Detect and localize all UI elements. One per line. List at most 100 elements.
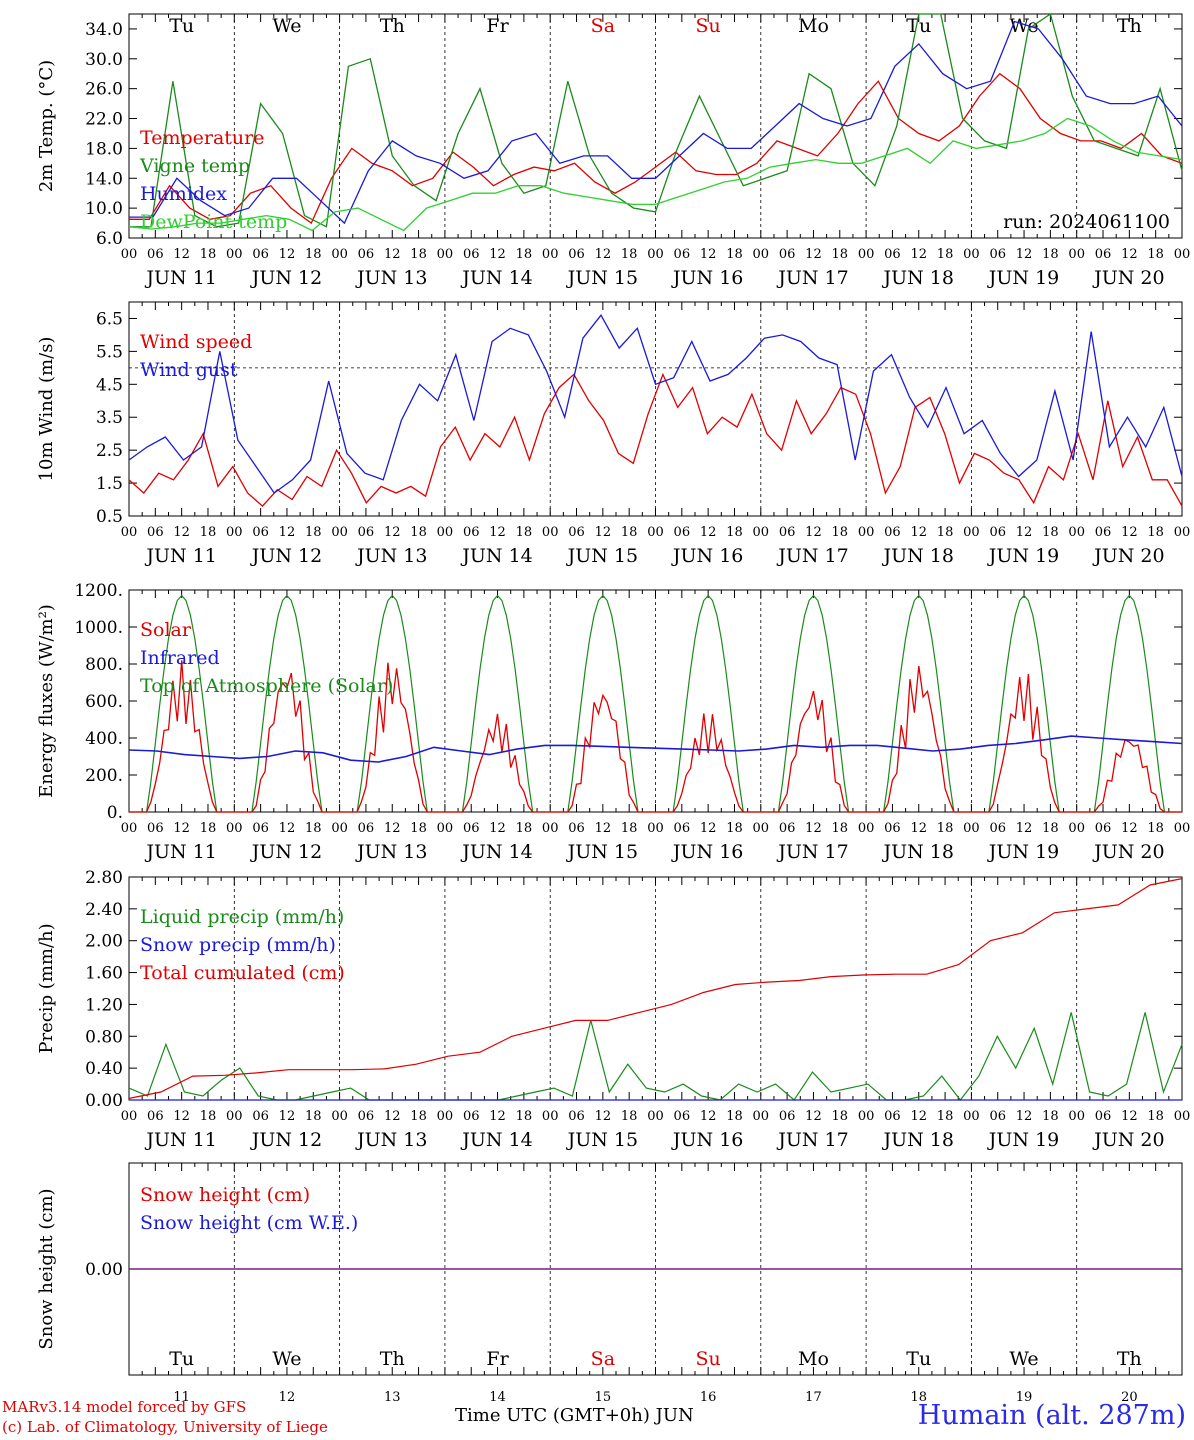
y-tick-label: 0.40 bbox=[85, 1059, 123, 1079]
hour-tick-label: 12 bbox=[279, 247, 296, 262]
hour-tick-label: 18 bbox=[726, 1109, 743, 1124]
hour-tick-label: 06 bbox=[358, 821, 375, 836]
weekday-label: We bbox=[272, 15, 301, 37]
hour-tick-label: 00 bbox=[121, 247, 138, 262]
x-axis-title: Time UTC (GMT+0h) JUN bbox=[455, 1405, 694, 1426]
hour-tick-label: 00 bbox=[437, 821, 454, 836]
hour-tick-label: 06 bbox=[1095, 821, 1112, 836]
date-label: JUN 14 bbox=[460, 267, 532, 289]
hour-tick-label: 06 bbox=[463, 247, 480, 262]
hour-tick-label: 00 bbox=[331, 1109, 348, 1124]
weekday-label: Tu bbox=[906, 1348, 931, 1370]
weekday-label: Mo bbox=[798, 1348, 829, 1370]
y-tick-label: 1000. bbox=[74, 618, 123, 638]
hour-tick-label: 00 bbox=[542, 1109, 559, 1124]
weekday-label: Sa bbox=[591, 1348, 615, 1370]
y-tick-label: 26.0 bbox=[85, 80, 123, 100]
day-number-label: 15 bbox=[595, 1390, 612, 1405]
date-label: JUN 14 bbox=[460, 545, 532, 567]
hour-tick-label: 12 bbox=[173, 1109, 190, 1124]
hour-tick-label: 12 bbox=[1121, 1109, 1138, 1124]
day-number-label: 19 bbox=[1016, 1390, 1033, 1405]
hour-tick-label: 12 bbox=[384, 525, 401, 540]
weekday-label: We bbox=[272, 1348, 301, 1370]
legend-entry: Vigne temp bbox=[139, 155, 250, 177]
day-number-label: 17 bbox=[805, 1390, 822, 1405]
date-label: JUN 19 bbox=[987, 267, 1059, 289]
series-line bbox=[129, 660, 1182, 813]
hour-tick-label: 00 bbox=[858, 1109, 875, 1124]
y-axis-label: Precip (mm/h) bbox=[36, 923, 57, 1053]
date-label: JUN 18 bbox=[882, 545, 954, 567]
date-label: JUN 15 bbox=[566, 267, 638, 289]
y-tick-label: 6.5 bbox=[96, 309, 123, 329]
hour-tick-label: 12 bbox=[595, 525, 612, 540]
hour-tick-label: 18 bbox=[200, 1109, 217, 1124]
hour-tick-label: 12 bbox=[1121, 247, 1138, 262]
hour-tick-label: 12 bbox=[595, 247, 612, 262]
date-label: JUN 17 bbox=[776, 1129, 848, 1151]
date-label: JUN 11 bbox=[144, 841, 216, 863]
date-label: JUN 19 bbox=[987, 841, 1059, 863]
weekday-label: Tu bbox=[169, 15, 194, 37]
weekday-label: We bbox=[1009, 15, 1038, 37]
hour-tick-label: 18 bbox=[621, 821, 638, 836]
hour-tick-label: 00 bbox=[437, 1109, 454, 1124]
date-label: JUN 19 bbox=[987, 545, 1059, 567]
series-line bbox=[128, 735, 1183, 763]
date-label: JUN 13 bbox=[355, 545, 427, 567]
hour-tick-label: 18 bbox=[305, 247, 322, 262]
hour-tick-label: 12 bbox=[1121, 525, 1138, 540]
date-label: JUN 16 bbox=[671, 267, 743, 289]
legend-entry: Snow precip (mm/h) bbox=[140, 934, 336, 956]
hour-tick-label: 18 bbox=[832, 525, 849, 540]
hour-tick-label: 06 bbox=[989, 525, 1006, 540]
hour-tick-label: 00 bbox=[331, 525, 348, 540]
hour-tick-label: 18 bbox=[726, 821, 743, 836]
hour-tick-label: 12 bbox=[910, 247, 927, 262]
hour-tick-label: 06 bbox=[568, 247, 585, 262]
hour-tick-label: 18 bbox=[726, 247, 743, 262]
model-credit: MARv3.14 model forced by GFS bbox=[2, 1398, 247, 1416]
hour-tick-label: 18 bbox=[621, 525, 638, 540]
hour-tick-label: 06 bbox=[884, 247, 901, 262]
y-tick-label: 200. bbox=[85, 766, 123, 786]
y-tick-label: 6.0 bbox=[96, 229, 123, 249]
date-label: JUN 16 bbox=[671, 841, 743, 863]
hour-tick-label: 00 bbox=[647, 247, 664, 262]
hour-tick-label: 06 bbox=[358, 1109, 375, 1124]
date-label: JUN 18 bbox=[882, 1129, 954, 1151]
hour-tick-label: 12 bbox=[805, 247, 822, 262]
weekday-label: Tu bbox=[169, 1348, 194, 1370]
hour-tick-label: 12 bbox=[489, 525, 506, 540]
hour-tick-label: 06 bbox=[884, 525, 901, 540]
hour-tick-label: 18 bbox=[1147, 247, 1164, 262]
hour-tick-label: 00 bbox=[121, 821, 138, 836]
date-label: JUN 12 bbox=[250, 545, 322, 567]
hour-tick-label: 12 bbox=[1016, 525, 1033, 540]
hour-tick-label: 12 bbox=[173, 247, 190, 262]
hour-tick-label: 00 bbox=[121, 1109, 138, 1124]
weekday-label: Mo bbox=[798, 15, 829, 37]
date-label: JUN 15 bbox=[566, 841, 638, 863]
hour-tick-label: 18 bbox=[200, 525, 217, 540]
hour-tick-label: 12 bbox=[910, 525, 927, 540]
weekday-label: Th bbox=[380, 1348, 405, 1370]
hour-tick-label: 00 bbox=[753, 525, 770, 540]
hour-tick-label: 18 bbox=[621, 247, 638, 262]
y-tick-label: 30.0 bbox=[85, 50, 123, 70]
y-tick-label: 1200. bbox=[74, 581, 123, 601]
hour-tick-label: 06 bbox=[779, 247, 796, 262]
y-tick-label: 1.20 bbox=[85, 995, 123, 1015]
date-label: JUN 20 bbox=[1092, 267, 1164, 289]
hour-tick-label: 00 bbox=[963, 247, 980, 262]
day-number-label: 16 bbox=[700, 1390, 717, 1405]
legend-entry: Snow height (cm) bbox=[140, 1184, 310, 1206]
y-axis-label: Snow height (cm) bbox=[36, 1188, 57, 1349]
run-label: run: 2024061100 bbox=[1003, 211, 1170, 233]
date-label: JUN 12 bbox=[250, 1129, 322, 1151]
date-label: JUN 13 bbox=[355, 841, 427, 863]
hour-tick-label: 18 bbox=[1042, 247, 1059, 262]
series-line bbox=[128, 372, 1183, 508]
hour-tick-label: 12 bbox=[489, 1109, 506, 1124]
